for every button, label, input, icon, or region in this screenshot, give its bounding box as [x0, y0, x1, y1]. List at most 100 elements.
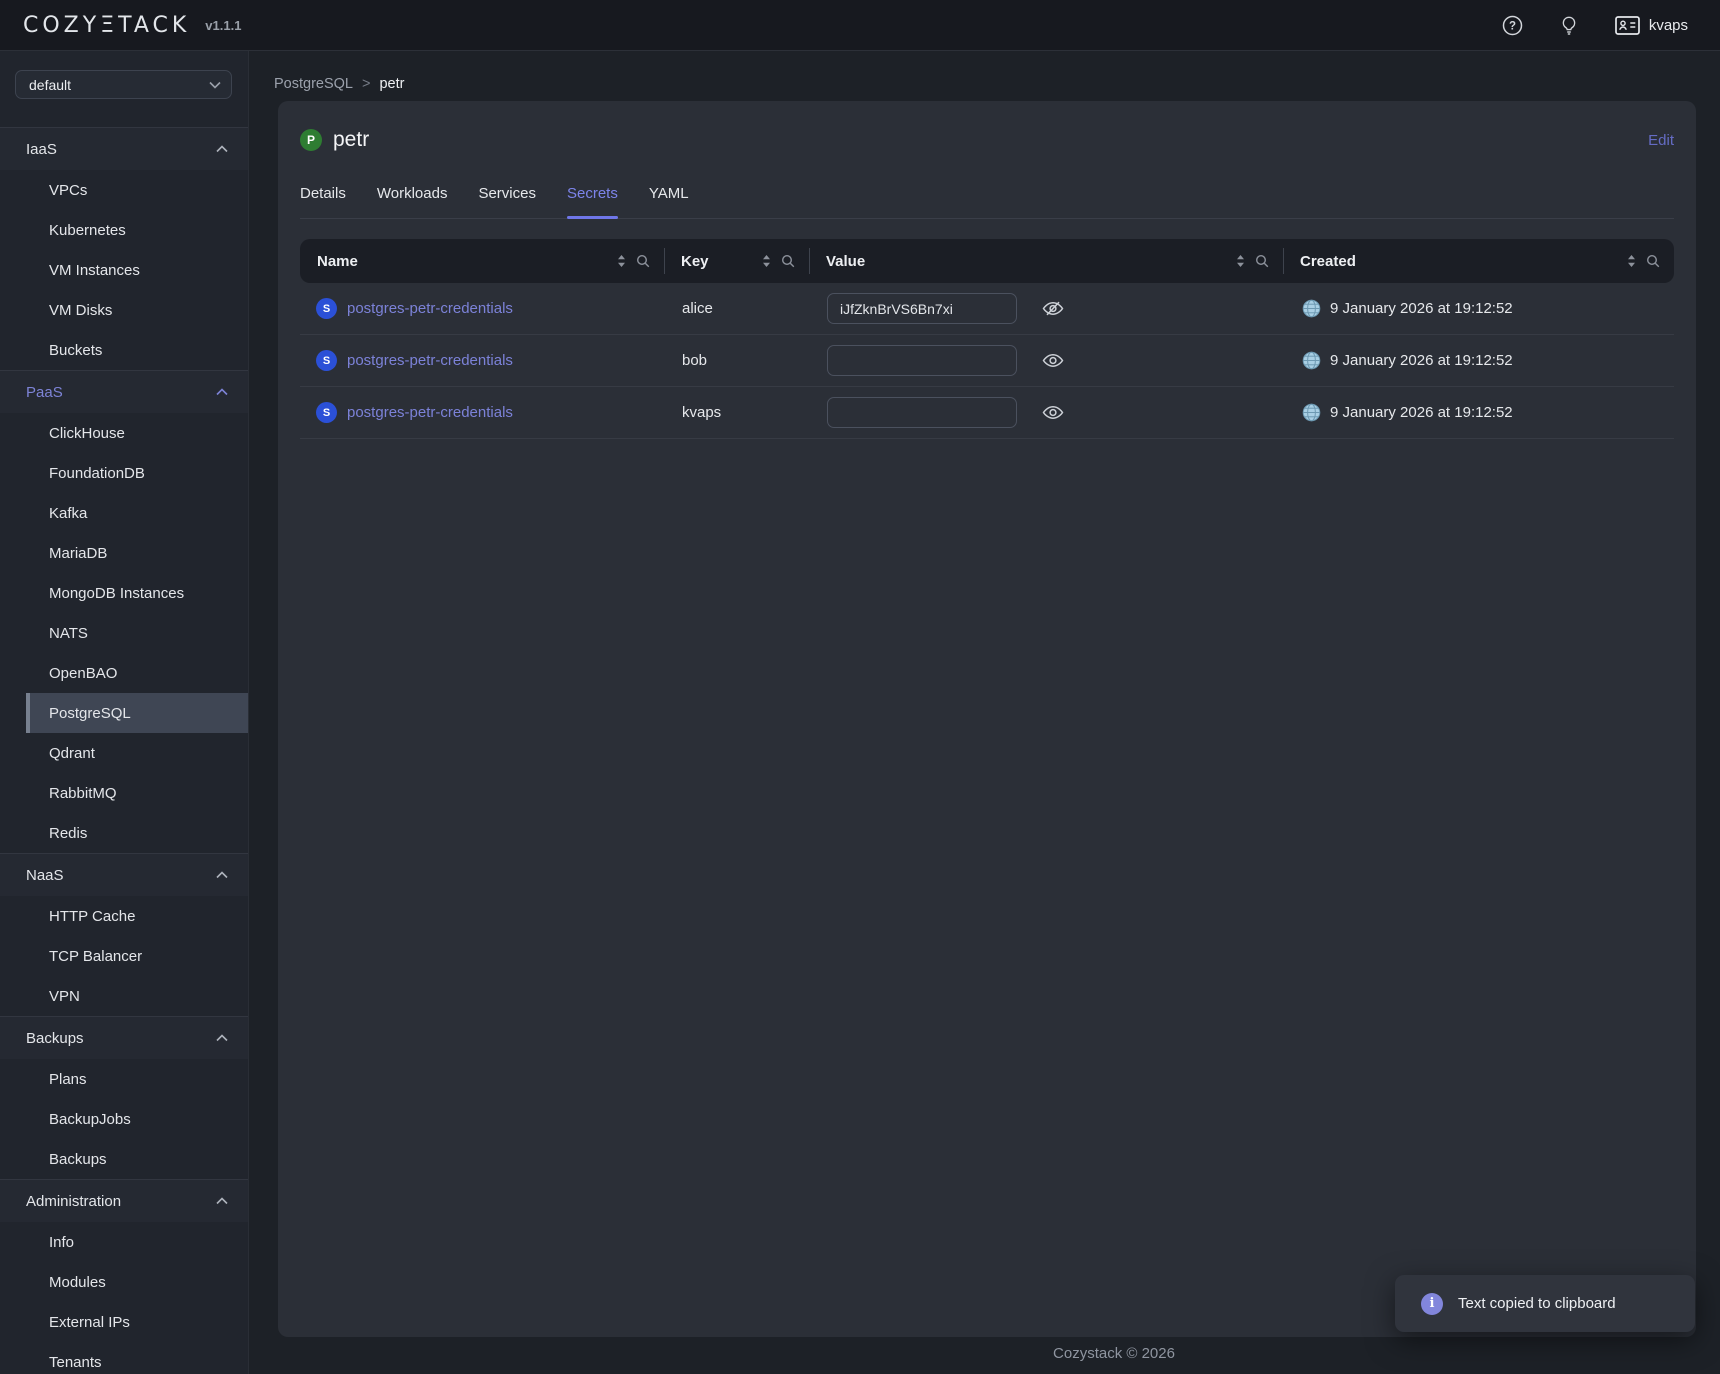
- sidebar-section-header-backups[interactable]: Backups: [0, 1017, 248, 1059]
- sidebar-item-qdrant[interactable]: Qdrant: [49, 744, 95, 762]
- sort-button[interactable]: [616, 254, 627, 268]
- sidebar-item-openbao[interactable]: OpenBAO: [49, 664, 118, 682]
- sort-arrows-icon: [1628, 255, 1635, 267]
- sidebar-item-kubernetes[interactable]: Kubernetes: [49, 221, 126, 239]
- sort-button[interactable]: [1235, 254, 1246, 268]
- sidebar-item-mongodb-instances[interactable]: MongoDB Instances: [49, 584, 185, 602]
- eye-icon: [1042, 354, 1064, 367]
- search-icon: [636, 254, 650, 268]
- sidebar-section-header-administration[interactable]: Administration: [0, 1180, 248, 1222]
- sidebar-item-tenants[interactable]: Tenants: [49, 1353, 102, 1371]
- sidebar-item-mariadb[interactable]: MariaDB: [49, 544, 108, 562]
- secret-value-input[interactable]: [827, 293, 1017, 324]
- sidebar-item-foundationdb[interactable]: FoundationDB: [49, 464, 145, 482]
- column-label: Key: [681, 252, 709, 270]
- secret-badge: S: [316, 298, 337, 319]
- column-search-button[interactable]: [1646, 254, 1660, 268]
- sort-arrows-icon: [618, 255, 625, 267]
- tab-services[interactable]: Services: [478, 185, 536, 202]
- sidebar-item-http-cache[interactable]: HTTP Cache: [49, 907, 136, 925]
- help-button[interactable]: ?: [1502, 15, 1523, 36]
- column-search-button[interactable]: [636, 254, 650, 268]
- column-header-name: Name: [300, 239, 664, 283]
- sort-button[interactable]: [1626, 254, 1637, 268]
- secret-value-input[interactable]: [827, 345, 1017, 376]
- column-label: Name: [317, 252, 358, 270]
- user-name: kvaps: [1648, 16, 1688, 34]
- sidebar-section-naas: NaaS HTTP Cache TCP Balancer VPN: [0, 853, 248, 1016]
- secret-key: kvaps: [682, 404, 722, 421]
- id-badge-icon: [1614, 15, 1640, 35]
- chevron-up-icon: [216, 145, 228, 153]
- sidebar-item-redis[interactable]: Redis: [49, 824, 88, 842]
- sidebar-section-iaas: IaaS VPCs Kubernetes VM Instances VM Dis…: [0, 127, 248, 370]
- page-title: petr: [333, 128, 370, 151]
- tab-yaml[interactable]: YAML: [648, 185, 689, 202]
- sidebar-item-nats[interactable]: NATS: [49, 624, 88, 642]
- resource-card: P petr Edit Details Workloads Services S…: [278, 101, 1696, 1337]
- sidebar-item-clickhouse[interactable]: ClickHouse: [49, 424, 125, 442]
- section-label: Administration: [26, 1192, 122, 1210]
- show-value-button[interactable]: [1042, 404, 1064, 421]
- hide-value-button[interactable]: [1042, 300, 1064, 317]
- secret-name-link[interactable]: postgres-petr-credentials: [347, 404, 513, 421]
- sort-arrows-icon: [763, 255, 770, 267]
- sidebar-section-header-iaas[interactable]: IaaS: [0, 128, 248, 170]
- sidebar-item-vm-disks[interactable]: VM Disks: [49, 301, 113, 319]
- sidebar-item-rabbitmq[interactable]: RabbitMQ: [49, 784, 117, 802]
- tab-secrets[interactable]: Secrets: [566, 185, 618, 219]
- sidebar-item-vpn[interactable]: VPN: [49, 987, 80, 1005]
- secret-name-link[interactable]: postgres-petr-credentials: [347, 300, 513, 317]
- table-row: S postgres-petr-credentials kvaps: [300, 387, 1674, 439]
- breadcrumb-parent-link[interactable]: PostgreSQL: [274, 76, 353, 92]
- globe-icon: [1302, 403, 1321, 422]
- resource-avatar: P: [300, 129, 322, 151]
- sort-button[interactable]: [761, 254, 772, 268]
- sidebar-item-vm-instances[interactable]: VM Instances: [49, 261, 140, 279]
- column-search-button[interactable]: [1255, 254, 1269, 268]
- column-header-key: Key: [664, 239, 809, 283]
- created-timestamp: 9 January 2026 at 19:12:52: [1330, 300, 1513, 317]
- edit-button[interactable]: Edit: [1648, 131, 1674, 149]
- toast-notification: i Text copied to clipboard: [1395, 1275, 1695, 1332]
- section-label: Backups: [26, 1029, 84, 1047]
- tenant-select[interactable]: default: [15, 70, 232, 99]
- secret-key: alice: [682, 300, 713, 317]
- user-menu[interactable]: kvaps: [1614, 15, 1688, 35]
- sidebar-item-postgresql[interactable]: PostgreSQL: [26, 693, 248, 733]
- sidebar-section-header-naas[interactable]: NaaS: [0, 854, 248, 896]
- chevron-up-icon: [216, 388, 228, 396]
- sidebar-item-backups[interactable]: Backups: [49, 1150, 107, 1168]
- secret-name-link[interactable]: postgres-petr-credentials: [347, 352, 513, 369]
- column-label: Created: [1300, 252, 1356, 270]
- sidebar-section-header-paas[interactable]: PaaS: [0, 371, 248, 413]
- sidebar-item-info[interactable]: Info: [49, 1233, 75, 1251]
- show-value-button[interactable]: [1042, 352, 1064, 369]
- sidebar-item-tcp-balancer[interactable]: TCP Balancer: [49, 947, 143, 965]
- sidebar-item-backupjobs[interactable]: BackupJobs: [49, 1110, 131, 1128]
- section-label: PaaS: [26, 383, 63, 401]
- sidebar: default IaaS VPCs Kubernetes: [0, 51, 249, 1374]
- search-icon: [1255, 254, 1269, 268]
- toast-message: Text copied to clipboard: [1458, 1295, 1616, 1312]
- sidebar-item-plans[interactable]: Plans: [49, 1070, 87, 1088]
- sidebar-item-vpcs[interactable]: VPCs: [49, 181, 88, 199]
- tab-workloads[interactable]: Workloads: [376, 185, 448, 202]
- sidebar-item-buckets[interactable]: Buckets: [49, 341, 103, 359]
- svg-text:?: ?: [1509, 20, 1516, 32]
- created-timestamp: 9 January 2026 at 19:12:52: [1330, 404, 1513, 421]
- theme-toggle-button[interactable]: [1559, 15, 1579, 36]
- sidebar-item-modules[interactable]: Modules: [49, 1273, 106, 1291]
- secret-value-input[interactable]: [827, 397, 1017, 428]
- sidebar-item-external-ips[interactable]: External IPs: [49, 1313, 130, 1331]
- tab-bar: Details Workloads Services Secrets YAML: [300, 185, 1674, 219]
- column-search-button[interactable]: [781, 254, 795, 268]
- secret-badge: S: [316, 402, 337, 423]
- sort-arrows-icon: [1237, 255, 1244, 267]
- created-timestamp: 9 January 2026 at 19:12:52: [1330, 352, 1513, 369]
- breadcrumb-separator: >: [362, 76, 371, 92]
- tab-details[interactable]: Details: [300, 185, 346, 202]
- sidebar-item-kafka[interactable]: Kafka: [49, 504, 88, 522]
- chevron-up-icon: [216, 1197, 228, 1205]
